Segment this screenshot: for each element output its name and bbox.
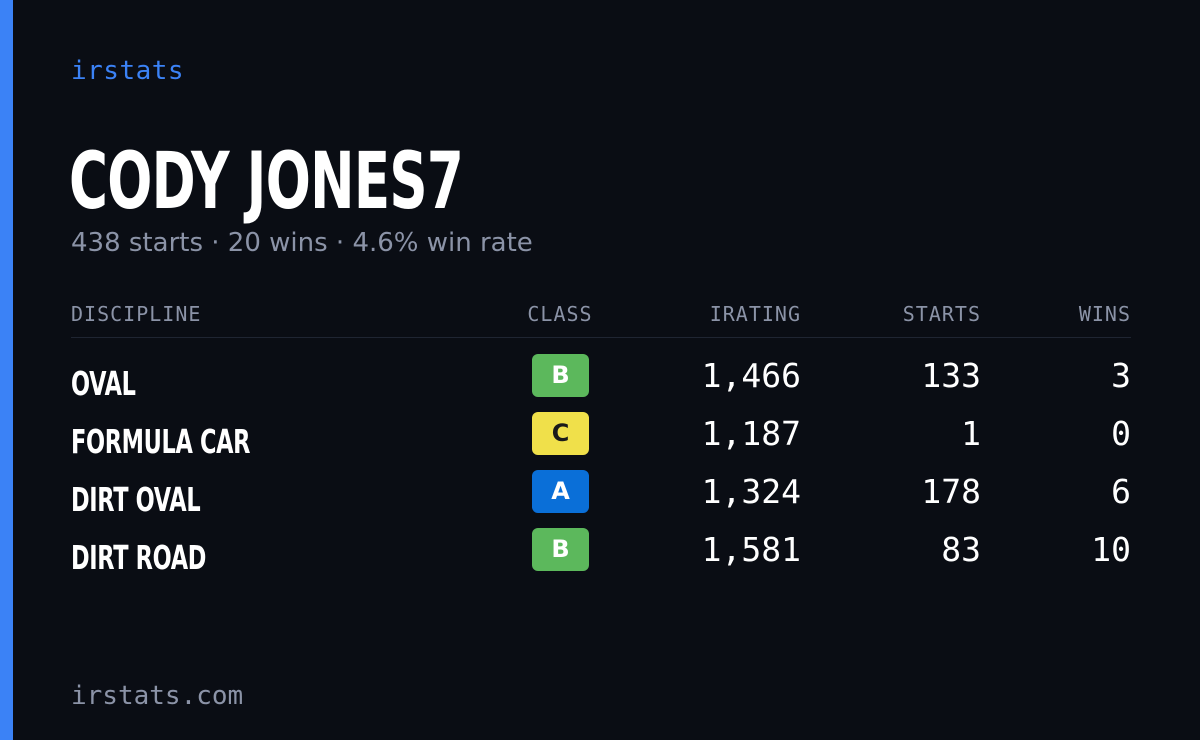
table-row: DIRT OVAL A 1,324 178 6 (71, 470, 1131, 528)
wins-value: 6 (1111, 472, 1131, 511)
header-irating: IRATING (709, 302, 801, 326)
table-header: DISCIPLINE CLASS IRATING STARTS WINS (71, 296, 1131, 338)
starts-value: 178 (921, 472, 981, 511)
starts-value: 1 (961, 414, 981, 453)
discipline-name: DIRT ROAD (71, 538, 207, 577)
discipline-name: OVAL (71, 364, 136, 403)
header-wins: WINS (1078, 302, 1131, 326)
irating-value: 1,187 (701, 414, 801, 453)
starts-value: 133 (921, 356, 981, 395)
class-badge: C (532, 412, 589, 455)
irating-value: 1,324 (701, 472, 801, 511)
header-class: CLASS (527, 302, 593, 326)
accent-bar (0, 0, 13, 740)
class-badge: B (532, 528, 589, 571)
table-body: OVAL B 1,466 133 3 FORMULA CAR C 1,187 1… (71, 354, 1131, 586)
wins-value: 10 (1091, 530, 1131, 569)
header-starts: STARTS (902, 302, 981, 326)
discipline-name: FORMULA CAR (71, 422, 251, 461)
header-discipline: DISCIPLINE (71, 302, 202, 326)
driver-summary: 438 starts · 20 wins · 4.6% win rate (71, 228, 533, 258)
table-row: OVAL B 1,466 133 3 (71, 354, 1131, 412)
table-row: FORMULA CAR C 1,187 1 0 (71, 412, 1131, 470)
wins-value: 3 (1111, 356, 1131, 395)
irating-value: 1,581 (701, 530, 801, 569)
wins-value: 0 (1111, 414, 1131, 453)
class-badge: B (532, 354, 589, 397)
footer-url: irstats.com (71, 681, 244, 711)
class-badge: A (532, 470, 589, 513)
table-row: DIRT ROAD B 1,581 83 10 (71, 528, 1131, 586)
driver-name: CODY JONES7 (69, 137, 464, 227)
discipline-name: DIRT OVAL (71, 480, 201, 519)
brand-logo: irstats (71, 56, 185, 86)
stats-table: DISCIPLINE CLASS IRATING STARTS WINS OVA… (71, 296, 1131, 577)
irating-value: 1,466 (701, 356, 801, 395)
starts-value: 83 (941, 530, 981, 569)
